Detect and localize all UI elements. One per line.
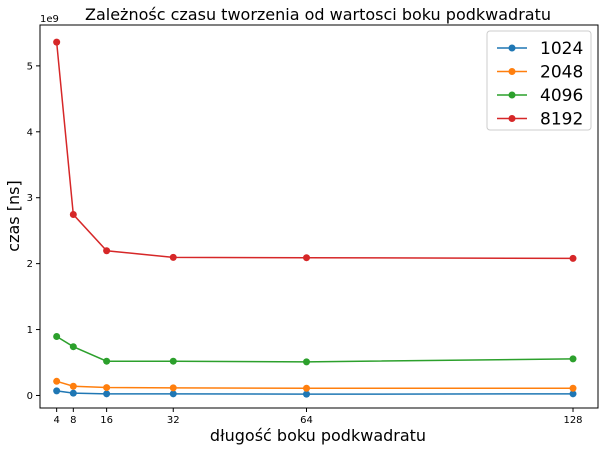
data-point — [303, 384, 311, 392]
data-point — [69, 343, 77, 351]
plot-area-frame — [39, 24, 599, 409]
data-point — [69, 382, 77, 390]
y-tick-label: 2 — [27, 259, 33, 270]
data-point — [103, 247, 111, 255]
x-axis-ticks: 4 8 16 32 64 128 — [53, 408, 583, 426]
series-8192 — [53, 38, 577, 262]
series-1024 — [53, 387, 577, 398]
data-point — [169, 253, 177, 261]
legend-label: 2048 — [540, 63, 583, 83]
y-axis-offset-label: 1e9 — [40, 14, 59, 25]
data-point — [169, 384, 177, 392]
data-point — [303, 390, 311, 398]
x-axis-label: długość boku podkwadratu — [210, 426, 426, 445]
y-tick-label: 5 — [27, 61, 33, 72]
legend-swatch-marker — [508, 44, 516, 52]
legend-swatch-marker — [508, 91, 516, 99]
data-point — [103, 384, 111, 392]
y-axis-label: czas [ns] — [4, 180, 23, 251]
data-point — [169, 357, 177, 365]
data-point — [569, 384, 577, 392]
legend-label: 4096 — [540, 86, 583, 106]
y-tick-label: 3 — [27, 193, 33, 204]
data-point — [569, 355, 577, 363]
data-point — [53, 332, 61, 340]
data-point — [53, 387, 61, 395]
data-point — [303, 254, 311, 262]
legend-entry-8192: 8192 — [497, 110, 583, 130]
legend-box — [486, 30, 592, 131]
data-point — [103, 390, 111, 398]
series-line-4096 — [56, 335, 574, 363]
legend-entry-2048: 2048 — [497, 63, 583, 83]
y-tick-label: 1 — [27, 325, 33, 336]
data-point — [69, 211, 77, 219]
chart-title: Zależnośc czasu tworzenia od wartosci bo… — [85, 5, 551, 24]
data-point — [569, 390, 577, 398]
data-point — [303, 358, 311, 366]
series-2048 — [53, 377, 577, 392]
series-line-2048 — [56, 380, 574, 389]
data-point — [103, 357, 111, 365]
legend: 1024 2048 4096 8192 — [486, 30, 592, 131]
x-tick-label: 16 — [100, 415, 113, 426]
x-tick-label: 4 — [53, 415, 59, 426]
x-tick-label: 64 — [300, 415, 313, 426]
legend-swatch-marker — [508, 115, 516, 122]
x-tick-label: 32 — [167, 415, 180, 426]
data-point — [169, 390, 177, 398]
legend-label: 8192 — [540, 110, 583, 130]
x-tick-label: 128 — [563, 415, 582, 426]
data-point — [53, 377, 61, 385]
data-point — [69, 389, 77, 397]
series-layer — [53, 38, 577, 398]
legend-entry-1024: 1024 — [497, 39, 583, 59]
legend-swatch-marker — [508, 68, 516, 75]
series-line-1024 — [56, 390, 574, 395]
y-tick-label: 4 — [27, 127, 33, 138]
series-line-8192 — [55, 42, 574, 260]
series-4096 — [53, 332, 577, 366]
y-axis-ticks: 0 1 2 3 4 5 — [27, 61, 40, 402]
data-point — [569, 254, 577, 262]
x-tick-label: 8 — [70, 415, 76, 426]
data-point — [53, 38, 61, 46]
y-tick-label: 0 — [27, 391, 33, 402]
legend-entry-4096: 4096 — [497, 86, 583, 106]
legend-label: 1024 — [540, 39, 583, 59]
